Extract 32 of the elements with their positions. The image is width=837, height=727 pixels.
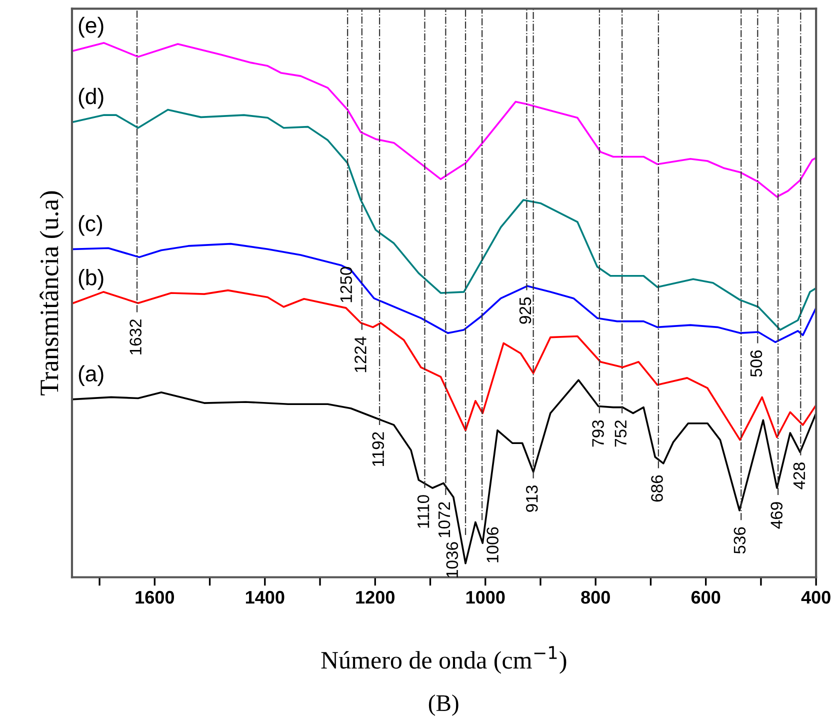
x-tick-label: 1400	[246, 590, 284, 604]
annotation: 925	[519, 297, 532, 324]
annotation: 1250	[340, 266, 352, 302]
x-tick-label: 400	[801, 590, 830, 604]
annotation: 1006	[486, 527, 498, 562]
annotation: 469	[770, 502, 783, 529]
annotation: 793	[592, 420, 604, 447]
annotation: 536	[734, 527, 746, 554]
x-tick-label: 800	[581, 590, 610, 604]
x-tick-label: 1200	[356, 590, 394, 604]
annotation: 1632	[130, 319, 142, 354]
x-tick-label: 600	[691, 590, 720, 604]
text: (B)	[428, 694, 458, 716]
annotation: 913	[526, 486, 538, 512]
series-label: (a)	[78, 365, 104, 386]
annotation: 752	[614, 420, 627, 447]
y-axis-title: Transmitância (u.a)	[40, 191, 64, 396]
series-label: (e)	[78, 16, 104, 38]
annotation: 1072	[438, 502, 450, 538]
x-tick-label: 1000	[466, 590, 505, 604]
annotation: 686	[651, 475, 663, 502]
annotation: 1224	[354, 336, 366, 372]
annotation: 506	[750, 350, 762, 377]
annotation: 428	[793, 462, 806, 490]
annotation: 1110	[417, 495, 430, 528]
series-label: (c)	[78, 215, 102, 236]
annotation: 1192	[372, 432, 384, 466]
series-label: (b)	[78, 269, 104, 290]
x-tick-label: 1600	[136, 590, 174, 604]
x-axis-title: Número de onda (cm$^{−1}$)	[321, 646, 566, 674]
series-label: (d)	[78, 88, 104, 109]
annotation: 1036	[446, 542, 458, 578]
